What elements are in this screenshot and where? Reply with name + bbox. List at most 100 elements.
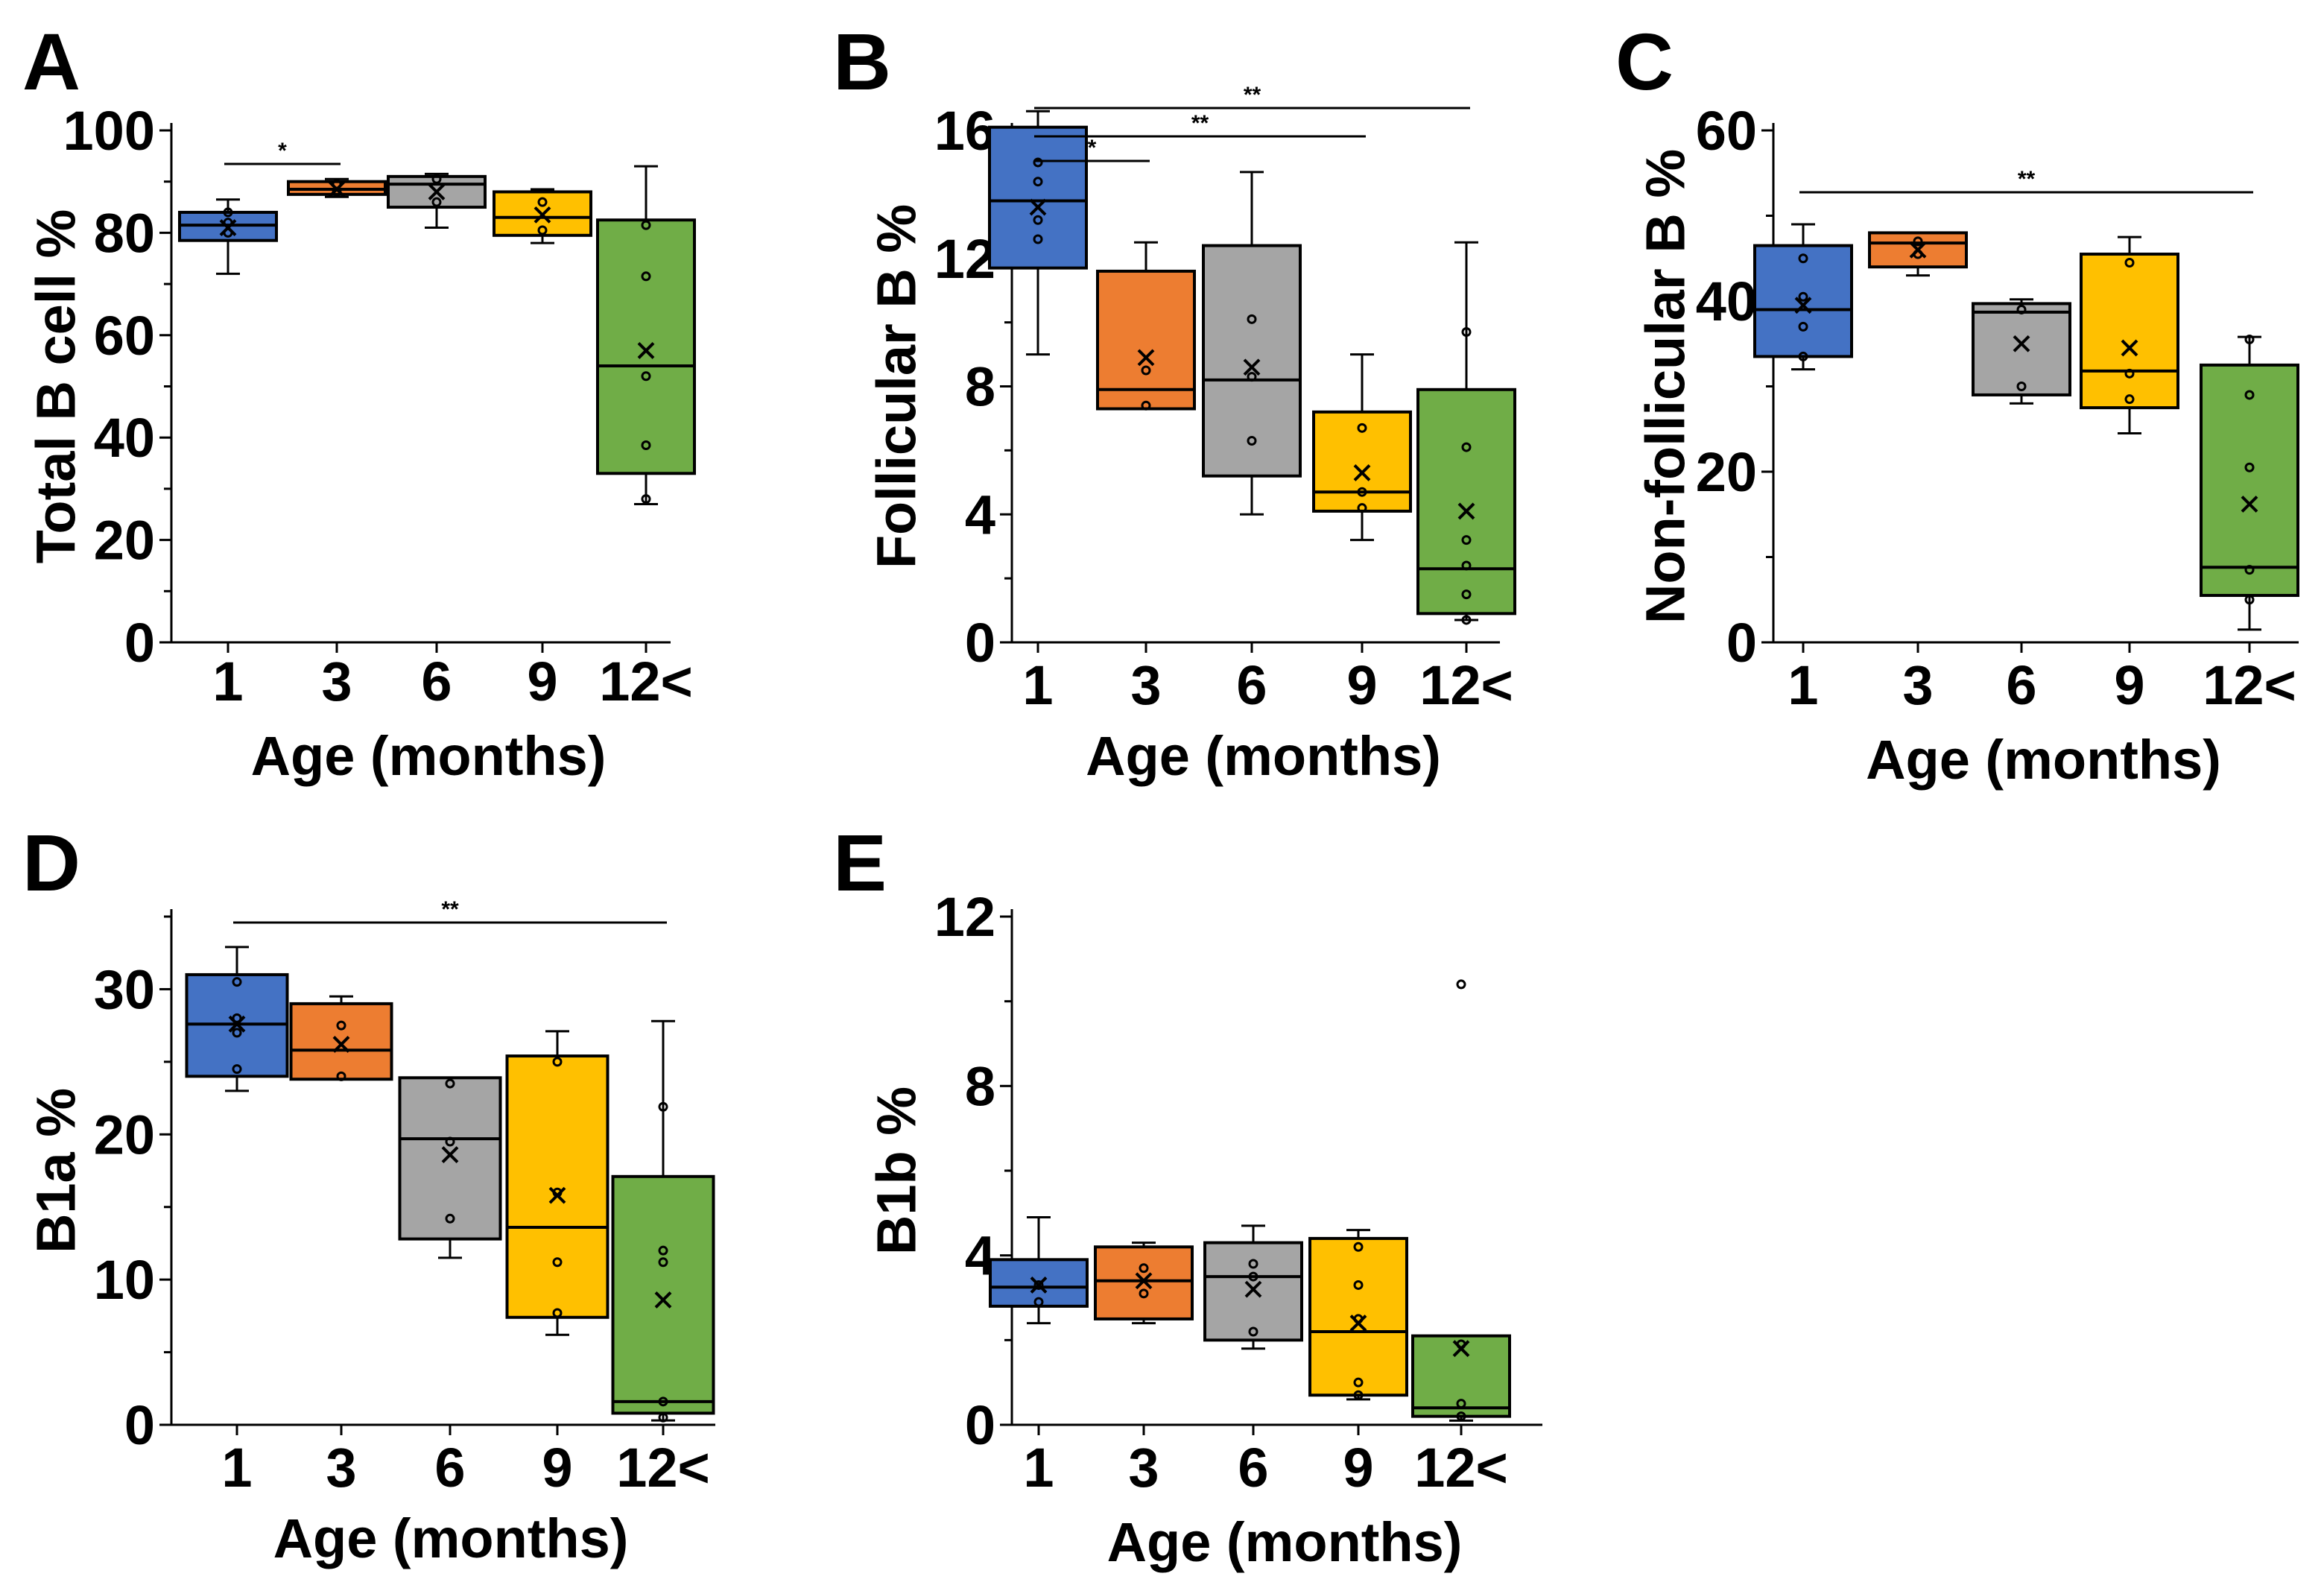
box-body — [505, 1054, 610, 1319]
data-point — [641, 271, 651, 282]
mean-marker-stroke — [1135, 1272, 1153, 1290]
mean-marker — [1452, 1340, 1470, 1358]
data-point — [1247, 314, 1257, 324]
data-point — [1141, 400, 1151, 411]
data-point — [537, 225, 548, 235]
box-12< — [1411, 979, 1511, 1422]
data-point — [431, 174, 442, 184]
significance-label: ** — [1244, 83, 1261, 107]
box-body — [611, 1174, 715, 1415]
data-point — [1461, 442, 1472, 452]
data-point — [1141, 365, 1151, 376]
data-point — [2124, 368, 2135, 379]
data-point — [1461, 560, 1472, 571]
box-12< — [611, 1019, 715, 1423]
data-point — [232, 1064, 242, 1075]
mean-marker-stroke — [548, 1186, 566, 1204]
data-point — [1033, 234, 1043, 244]
y-tick-label: 4 — [965, 484, 995, 545]
data-point — [1033, 1297, 1044, 1307]
x-tick-label: 6 — [1236, 654, 1267, 716]
data-point — [2016, 382, 2027, 391]
box-1 — [988, 110, 1088, 356]
data-point — [1247, 372, 1257, 382]
x-tick-label: 1 — [1023, 1437, 1054, 1499]
mean-marker-stroke — [1029, 198, 1047, 216]
panel-letter: C — [1615, 16, 1674, 107]
data-point — [2124, 394, 2135, 405]
x-tick-label: 12< — [599, 651, 693, 712]
data-point — [641, 371, 651, 382]
box-12< — [1416, 241, 1516, 625]
box-6 — [387, 172, 487, 230]
data-point — [1456, 1399, 1466, 1409]
data-point — [2244, 390, 2255, 400]
box-body — [289, 1002, 393, 1081]
data-point — [445, 1213, 455, 1224]
x-tick-label: 12< — [616, 1437, 710, 1499]
box-3 — [1868, 231, 1968, 277]
y-tick-label: 0 — [965, 612, 995, 674]
significance-label: ** — [441, 897, 459, 922]
y-axis-title: B1b % — [866, 1086, 928, 1255]
data-point — [336, 1071, 346, 1081]
mean-marker — [219, 219, 237, 236]
mean-marker — [428, 183, 446, 200]
box-6 — [1202, 171, 1302, 516]
x-tick-label: 6 — [1238, 1437, 1268, 1499]
mean-marker — [533, 206, 551, 224]
mean-marker — [1243, 358, 1261, 376]
mean-marker-stroke — [2121, 339, 2138, 357]
data-point — [1353, 1377, 1364, 1388]
mean-marker — [228, 1015, 246, 1033]
box-6 — [1203, 1224, 1303, 1350]
data-point — [1461, 327, 1472, 338]
y-tick-label: 100 — [63, 100, 155, 162]
y-tick-label: 40 — [1696, 271, 1757, 332]
mean-marker-stroke — [2241, 496, 2258, 513]
data-point — [1357, 503, 1367, 513]
box-9 — [1312, 353, 1412, 542]
mean-marker — [637, 341, 655, 359]
x-tick-label: 1 — [1022, 654, 1053, 716]
mean-marker — [1349, 1315, 1367, 1332]
x-tick-label: 9 — [1343, 1437, 1373, 1499]
data-point — [445, 1136, 455, 1147]
y-tick-label: 12 — [934, 886, 995, 948]
y-tick-label: 20 — [1696, 441, 1757, 503]
panel-letter: E — [833, 817, 887, 908]
box-9 — [493, 188, 592, 244]
mean-marker-stroke — [1909, 241, 1927, 259]
data-point — [641, 494, 651, 504]
mean-marker — [654, 1291, 672, 1309]
data-point — [1033, 157, 1043, 168]
mean-marker-stroke — [654, 1291, 672, 1309]
data-point — [431, 197, 442, 207]
mean-marker-stroke — [1452, 1340, 1470, 1358]
box-body — [1203, 1241, 1303, 1342]
x-tick-label: 1 — [212, 651, 243, 712]
y-tick-label: 16 — [934, 100, 995, 162]
box-1 — [1753, 223, 1853, 371]
data-point — [1248, 1271, 1258, 1282]
mean-marker-stroke — [1457, 502, 1475, 520]
mean-marker-stroke — [1243, 358, 1261, 376]
data-point — [223, 207, 233, 218]
data-point — [1248, 1259, 1258, 1269]
mean-marker — [1353, 464, 1371, 481]
y-axis-title: Non-follicular B % — [1635, 149, 1697, 624]
data-point — [1357, 423, 1367, 433]
data-point — [1461, 615, 1472, 625]
data-point — [1353, 1279, 1364, 1290]
x-tick-label: 9 — [527, 651, 557, 712]
box-3 — [289, 995, 393, 1081]
x-tick-label: 3 — [326, 1437, 356, 1499]
x-tick-label: 3 — [1902, 654, 1933, 716]
mean-marker-stroke — [1244, 1280, 1262, 1298]
mean-marker-stroke — [1030, 1277, 1048, 1294]
y-tick-label: 8 — [965, 1055, 995, 1117]
